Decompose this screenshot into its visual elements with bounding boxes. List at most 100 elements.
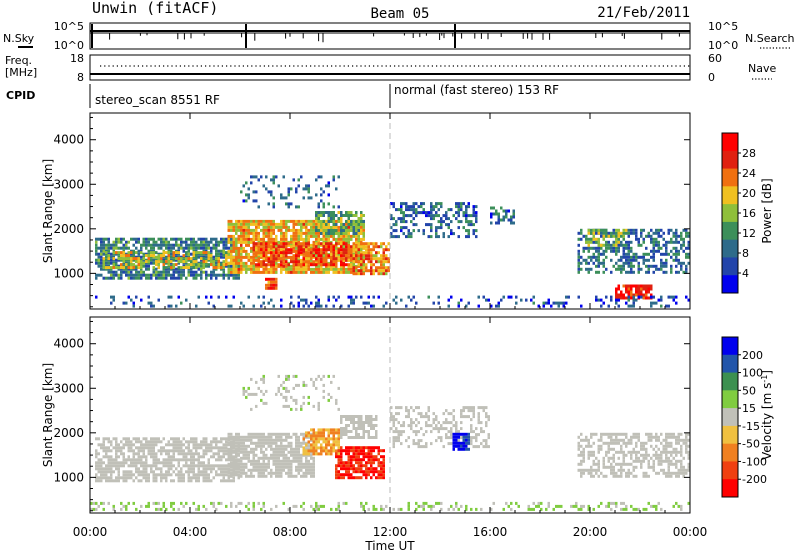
echo-cell: [390, 214, 393, 218]
echo-cell: [245, 193, 248, 197]
echo-cell: [212, 237, 215, 241]
echo-cell: [347, 252, 350, 256]
echo-cell: [272, 280, 275, 284]
echo-cell: [197, 263, 200, 267]
echo-cell: [235, 432, 238, 436]
echo-cell: [340, 240, 343, 244]
echo-cell: [312, 263, 315, 267]
echo-cell: [302, 242, 305, 246]
echo-cell: [232, 243, 235, 247]
echo-cell: [177, 295, 180, 299]
echo-cell: [115, 237, 118, 241]
echo-cell: [230, 462, 233, 466]
echo-cell: [435, 415, 438, 419]
echo-cell: [390, 415, 393, 419]
echo-cell: [147, 249, 150, 253]
echo-cell: [637, 240, 640, 244]
echo-cell: [132, 258, 135, 262]
echo-cell: [495, 221, 498, 225]
echo-cell: [200, 270, 203, 274]
echo-cell: [212, 260, 215, 264]
echo-cell: [372, 449, 375, 453]
echo-cell: [157, 246, 160, 250]
echo-cell: [302, 267, 305, 271]
echo-cell: [227, 225, 230, 229]
echo-cell: [335, 229, 338, 232]
echo-cell: [167, 246, 170, 250]
echo-cell: [357, 446, 360, 450]
echo-cell: [687, 234, 690, 238]
echo-cell: [117, 237, 120, 241]
echo-cell: [557, 301, 560, 305]
echo-cell: [212, 446, 215, 450]
echo-cell: [337, 470, 340, 474]
echo-cell: [610, 246, 613, 250]
echo-cell: [170, 461, 173, 465]
echo-cell: [107, 276, 110, 280]
echo-cell: [347, 436, 350, 439]
echo-cell: [222, 449, 225, 453]
echo-cell: [140, 464, 143, 468]
echo-cell: [250, 219, 253, 223]
echo-cell: [362, 252, 365, 256]
echo-cell: [292, 178, 295, 182]
echo-cell: [135, 276, 138, 280]
echo-cell: [275, 392, 278, 396]
echo-cell: [250, 432, 253, 436]
echo-cell: [675, 255, 678, 259]
echo-cell: [285, 219, 288, 223]
echo-cell: [625, 243, 628, 247]
echo-cell: [180, 452, 183, 456]
echo-cell: [502, 218, 505, 222]
echo-cell: [330, 257, 333, 261]
echo-cell: [667, 252, 670, 256]
echo-cell: [97, 246, 100, 250]
echo-cell: [367, 242, 370, 246]
echo-cell: [372, 458, 375, 462]
echo-cell: [187, 266, 190, 270]
echo-cell: [170, 295, 173, 299]
echo-cell: [205, 276, 208, 280]
echo-cell: [380, 476, 383, 480]
echo-cell: [660, 295, 663, 299]
echo-cell: [342, 476, 345, 480]
echo-cell: [452, 415, 455, 419]
echo-cell: [267, 225, 270, 229]
freq-label-line1: Freq.: [5, 54, 32, 67]
echo-cell: [152, 479, 155, 483]
echo-cell: [185, 470, 188, 474]
echo-cell: [125, 263, 128, 267]
echo-cell: [687, 298, 690, 302]
echo-cell: [125, 266, 128, 270]
echo-cell: [427, 424, 430, 428]
echo-cell: [315, 217, 318, 220]
echo-cell: [177, 443, 180, 447]
echo-cell: [310, 453, 313, 457]
echo-cell: [327, 440, 330, 444]
echo-cell: [145, 476, 148, 480]
echo-cell: [367, 254, 370, 258]
echo-cell: [435, 427, 438, 431]
echo-cell: [417, 430, 420, 434]
echo-cell: [125, 461, 128, 465]
echo-cell: [225, 437, 228, 441]
echo-cell: [300, 219, 303, 223]
echo-cell: [310, 219, 313, 223]
echo-cell: [112, 263, 115, 267]
echo-cell: [310, 449, 313, 453]
echo-cell: [350, 295, 353, 299]
echo-cell: [340, 232, 343, 235]
echo-cell: [157, 260, 160, 264]
echo-cell: [482, 439, 485, 443]
echo-cell: [392, 235, 395, 239]
echo-cell: [225, 449, 228, 453]
echo-cell: [232, 222, 235, 226]
echo-cell: [432, 421, 435, 425]
echo-cell: [435, 229, 438, 233]
echo-cell: [277, 386, 280, 390]
echo-cell: [152, 246, 155, 250]
echo-cell: [132, 276, 135, 280]
echo-cell: [685, 267, 688, 271]
echo-cell: [252, 435, 255, 439]
echo-cell: [115, 273, 118, 277]
